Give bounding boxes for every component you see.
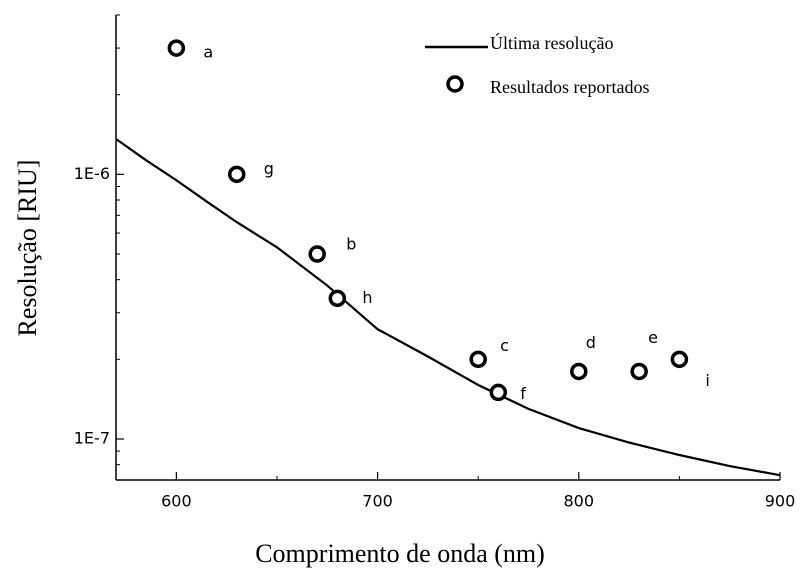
y-tick-label: 1E-6 bbox=[74, 164, 110, 183]
legend-marker bbox=[446, 75, 464, 93]
data-point bbox=[227, 165, 246, 184]
data-point bbox=[328, 289, 347, 308]
x-tick-label: 700 bbox=[362, 492, 393, 511]
data-point bbox=[570, 362, 588, 381]
point-label: e bbox=[648, 328, 658, 347]
point-label: a bbox=[203, 43, 213, 62]
data-point bbox=[167, 39, 186, 57]
point-label: g bbox=[264, 159, 274, 178]
data-point bbox=[469, 350, 487, 369]
data-point bbox=[670, 350, 689, 369]
resolution-curve bbox=[115, 138, 781, 477]
data-point bbox=[489, 383, 508, 402]
point-label: d bbox=[586, 333, 596, 352]
y-axis-label: Resolução [RIU] bbox=[13, 160, 42, 337]
x-tick-label: 800 bbox=[564, 492, 595, 511]
legend-label: Última resolução bbox=[490, 32, 613, 53]
point-label: c bbox=[500, 336, 509, 355]
point-label: b bbox=[346, 235, 356, 254]
point-label: h bbox=[362, 288, 372, 307]
legend-label: Resultados reportados bbox=[490, 77, 649, 97]
x-tick-label: 900 bbox=[765, 492, 796, 511]
data-point bbox=[630, 362, 648, 381]
x-tick-label: 600 bbox=[161, 492, 192, 511]
y-tick-label: 1E-7 bbox=[74, 429, 110, 448]
x-axis-label: Comprimento de onda (nm) bbox=[255, 539, 545, 568]
point-label: i bbox=[705, 371, 709, 390]
data-point bbox=[308, 245, 326, 263]
point-label: f bbox=[520, 384, 526, 403]
